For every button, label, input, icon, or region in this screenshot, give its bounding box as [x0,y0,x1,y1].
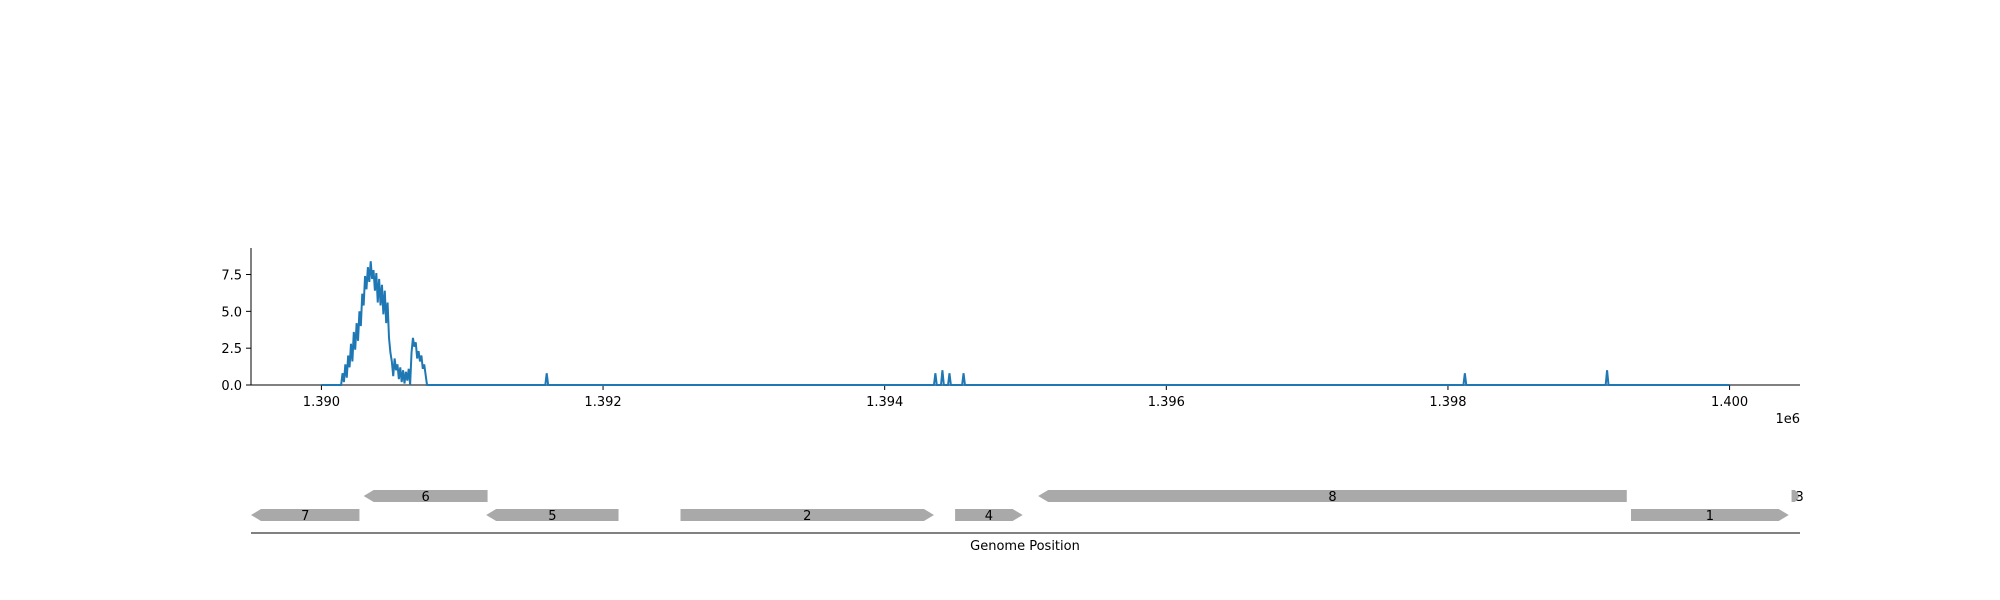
gene-track: 7 6 5 2 4 8 1 3 Genome Position [251,490,1804,554]
gene-label: 3 [1796,490,1804,505]
x-offset-label: 1e6 [1775,412,1800,427]
x-tick-label: 1.394 [866,395,903,410]
gene-label: 8 [1328,490,1336,505]
y-tick-label: 5.0 [221,305,242,320]
gene-label: 2 [803,509,811,524]
gene-arrow [1631,509,1789,521]
gene-arrow [1038,490,1627,502]
gene-layer: 7 6 5 2 4 8 1 3 [251,490,1804,524]
gene-label: 5 [548,509,556,524]
series-layer [321,261,1730,386]
y-tick-label: 0.0 [221,379,242,394]
gene-label: 4 [985,509,993,524]
x-tick-label: 1.400 [1711,395,1748,410]
gene-label: 1 [1706,509,1714,524]
coverage-plot: 0.02.55.07.5 1.390 1.392 1.394 1.396 1.398 1.… [221,248,1800,427]
gene-arrow [1791,490,1800,502]
gene-arrow [955,509,1023,521]
x-tick-label: 1.396 [1148,395,1185,410]
gene-arrow [680,509,934,521]
x-tick-label: 1.392 [584,395,621,410]
gene-label: 7 [301,509,309,524]
x-ticks: 1.390 1.392 1.394 1.396 1.398 1.400 [303,385,1748,410]
y-tick-label: 2.5 [221,342,242,357]
gene-arrow [363,490,488,502]
x-tick-label: 1.398 [1429,395,1466,410]
y-tick-label: 7.5 [221,269,242,284]
gene-label: 6 [421,490,429,505]
gene-arrow [486,509,619,521]
y-ticks: 0.0 2.5 5.0 7.5 [221,269,251,394]
gene-track-axis-label: Genome Position [970,539,1080,554]
x-tick-label: 1.390 [303,395,340,410]
coverage-series-line [321,261,1730,386]
gene-arrow [251,509,360,521]
